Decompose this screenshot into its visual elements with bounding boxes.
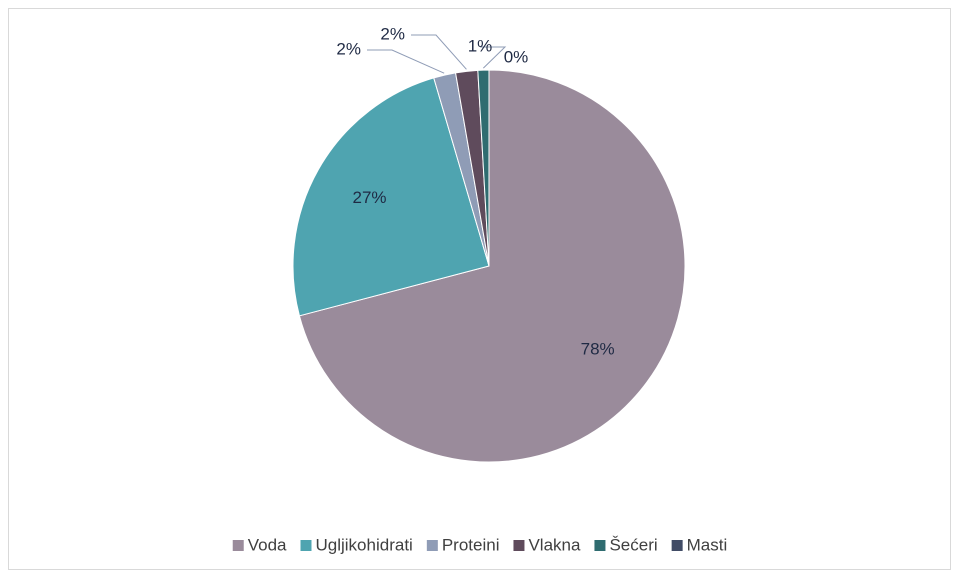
- legend-marker: [594, 540, 606, 551]
- legend-marker: [671, 540, 683, 551]
- pie-slice: [477, 69, 490, 267]
- data-label: 2%: [380, 24, 405, 43]
- data-label: 27%: [353, 188, 387, 207]
- legend-label: Voda: [248, 535, 287, 554]
- leader-line: [480, 46, 507, 69]
- legend-marker: [426, 540, 438, 551]
- legend-label: Vlakna: [528, 535, 581, 554]
- legend-label: Proteini: [442, 535, 500, 554]
- pie-slice: [298, 69, 686, 463]
- legend-marker: [232, 540, 244, 551]
- leader-line: [411, 34, 467, 70]
- legend-marker: [300, 540, 312, 551]
- legend-label: Masti: [687, 535, 728, 554]
- leader-line: [367, 49, 445, 74]
- legend-label: Ugljikohidrati: [316, 535, 413, 554]
- data-label: 78%: [581, 339, 615, 358]
- data-label: 1%: [468, 36, 493, 55]
- legend-marker: [513, 540, 525, 551]
- pie-slice: [292, 77, 490, 317]
- data-label: 0%: [504, 47, 529, 66]
- legend-label: Šećeri: [609, 535, 657, 554]
- data-label: 2%: [336, 39, 361, 58]
